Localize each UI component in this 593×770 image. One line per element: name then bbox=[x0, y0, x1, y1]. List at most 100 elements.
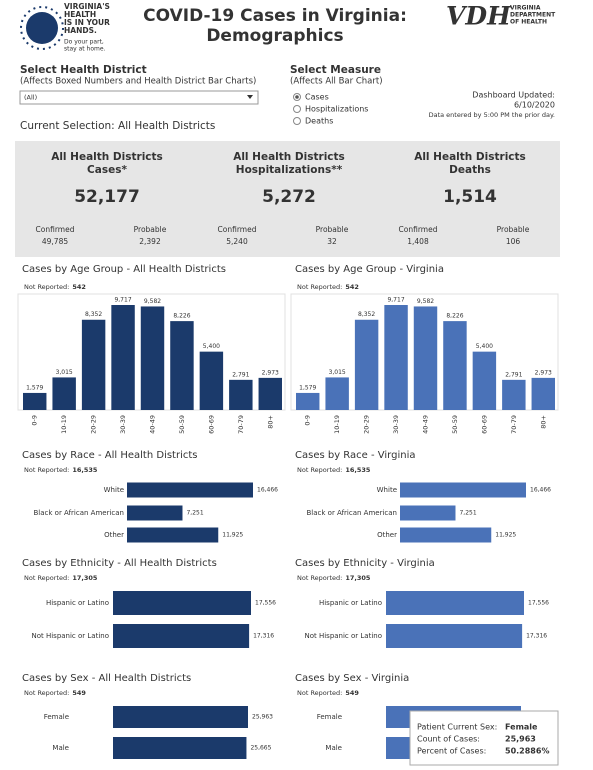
not-reported-label: Not Reported: bbox=[24, 574, 69, 582]
not-reported-label: Not Reported: bbox=[24, 689, 69, 697]
filter-label: Select Measure bbox=[290, 64, 381, 76]
bar bbox=[113, 706, 248, 728]
vdh-name: DEPARTMENT bbox=[510, 12, 556, 19]
dropdown-value: (All) bbox=[24, 94, 37, 102]
probable-value: 2,392 bbox=[139, 237, 161, 246]
bar bbox=[443, 321, 467, 410]
bar bbox=[127, 527, 219, 543]
value-label: 5,400 bbox=[476, 343, 493, 350]
value-label: 11,925 bbox=[222, 532, 243, 539]
y-tick-label: Other bbox=[104, 531, 124, 539]
not-reported-value: 549 bbox=[72, 689, 86, 697]
confirmed-label: Confirmed bbox=[399, 225, 438, 234]
not-reported-value: 542 bbox=[345, 283, 359, 291]
logo-tagline: stay at home. bbox=[64, 46, 106, 53]
probable-label: Probable bbox=[316, 225, 349, 234]
x-tick-label: 60-69 bbox=[207, 415, 215, 434]
value-label: 17,316 bbox=[526, 633, 547, 640]
x-tick-label: 0-9 bbox=[304, 415, 312, 426]
value-label: 2,973 bbox=[262, 369, 279, 376]
x-tick-label: 60-69 bbox=[480, 415, 488, 434]
dropdown-arrow bbox=[247, 95, 253, 99]
current-selection: Current Selection: All Health Districts bbox=[20, 120, 215, 132]
summary-total: 52,177 bbox=[74, 187, 140, 207]
summary-title: All Health Districts bbox=[414, 151, 526, 163]
tooltip-label: Patient Current Sex: bbox=[417, 723, 497, 732]
bar bbox=[400, 482, 526, 498]
not-reported-value: 16,535 bbox=[345, 466, 371, 474]
confirmed-label: Confirmed bbox=[218, 225, 257, 234]
value-label: 9,582 bbox=[144, 298, 161, 305]
bar bbox=[386, 591, 524, 615]
chart-title: Cases by Race - All Health Districts bbox=[22, 450, 198, 461]
value-label: 1,579 bbox=[299, 384, 316, 391]
value-label: 1,579 bbox=[26, 384, 43, 391]
updated-date: 6/10/2020 bbox=[514, 101, 555, 110]
bar bbox=[113, 591, 251, 615]
x-tick-label: 40-49 bbox=[149, 415, 157, 434]
logo-tagline: Do your part, bbox=[64, 39, 104, 46]
value-label: 8,352 bbox=[85, 311, 102, 318]
bar bbox=[113, 624, 250, 648]
value-label: 25,665 bbox=[250, 745, 271, 752]
value-label: 8,226 bbox=[446, 313, 463, 320]
bar bbox=[472, 351, 497, 410]
bar bbox=[111, 305, 135, 410]
bar bbox=[113, 737, 247, 759]
chart-title: Cases by Sex - All Health Districts bbox=[22, 673, 191, 684]
confirmed-label: Confirmed bbox=[36, 225, 75, 234]
summary-title: All Health Districts bbox=[51, 151, 163, 163]
chart-title: Cases by Age Group - All Health District… bbox=[22, 264, 226, 275]
y-tick-label: Black or African American bbox=[307, 509, 398, 517]
summary-subtitle: Deaths bbox=[449, 164, 491, 176]
chart-title: Cases by Ethnicity - All Health District… bbox=[22, 558, 217, 569]
x-tick-label: 70-79 bbox=[510, 415, 518, 434]
bar bbox=[296, 392, 320, 410]
not-reported: Not Reported: 542 bbox=[297, 283, 359, 291]
y-tick-label: Black or African American bbox=[34, 509, 125, 517]
updated-label: Dashboard Updated: bbox=[472, 91, 555, 100]
bar bbox=[229, 379, 253, 410]
probable-value: 106 bbox=[506, 237, 521, 246]
logo-text: HEALTH bbox=[64, 10, 96, 19]
value-label: 2,791 bbox=[505, 371, 522, 378]
x-tick-label: 10-19 bbox=[60, 415, 68, 434]
y-tick-label: White bbox=[104, 486, 124, 494]
value-label: 2,791 bbox=[232, 371, 249, 378]
tooltip-label: Count of Cases: bbox=[417, 735, 480, 744]
summary-title: All Health Districts bbox=[233, 151, 345, 163]
x-tick-label: 70-79 bbox=[237, 415, 245, 434]
bar bbox=[400, 505, 456, 521]
y-tick-label: Not Hispanic or Latino bbox=[31, 632, 109, 640]
y-tick-label: Female bbox=[317, 713, 342, 721]
x-tick-label: 80+ bbox=[266, 415, 274, 429]
bar bbox=[23, 392, 47, 410]
not-reported: Not Reported: 16,535 bbox=[24, 466, 98, 474]
summary-subtitle: Hospitalizations** bbox=[236, 164, 343, 176]
value-label: 16,466 bbox=[257, 487, 278, 494]
value-label: 8,352 bbox=[358, 311, 375, 318]
value-label: 17,316 bbox=[253, 633, 274, 640]
radio-label: Deaths bbox=[305, 117, 333, 126]
district-dropdown[interactable] bbox=[19, 90, 259, 105]
value-label: 9,717 bbox=[387, 297, 404, 304]
bar bbox=[258, 377, 282, 410]
page-title: COVID-19 Cases in Virginia: bbox=[143, 6, 407, 26]
updated-note: Data entered by 5:00 PM the prior day. bbox=[429, 111, 555, 119]
value-label: 17,556 bbox=[255, 600, 276, 607]
radio-button[interactable] bbox=[293, 105, 301, 113]
filter-label: Select Health District bbox=[20, 64, 147, 76]
chart-title: Cases by Ethnicity - Virginia bbox=[295, 558, 435, 569]
bar bbox=[413, 306, 438, 410]
value-label: 3,015 bbox=[329, 369, 346, 376]
summary-total: 1,514 bbox=[443, 187, 497, 207]
page-title: Demographics bbox=[206, 26, 343, 46]
bar bbox=[199, 351, 224, 410]
not-reported: Not Reported: 549 bbox=[297, 689, 359, 697]
x-tick-label: 80+ bbox=[539, 415, 547, 429]
tooltip-value: Female bbox=[505, 723, 538, 732]
not-reported-value: 549 bbox=[345, 689, 359, 697]
y-tick-label: Other bbox=[377, 531, 397, 539]
vdh-logo: VDH bbox=[446, 2, 512, 31]
radio-button[interactable] bbox=[293, 117, 301, 125]
